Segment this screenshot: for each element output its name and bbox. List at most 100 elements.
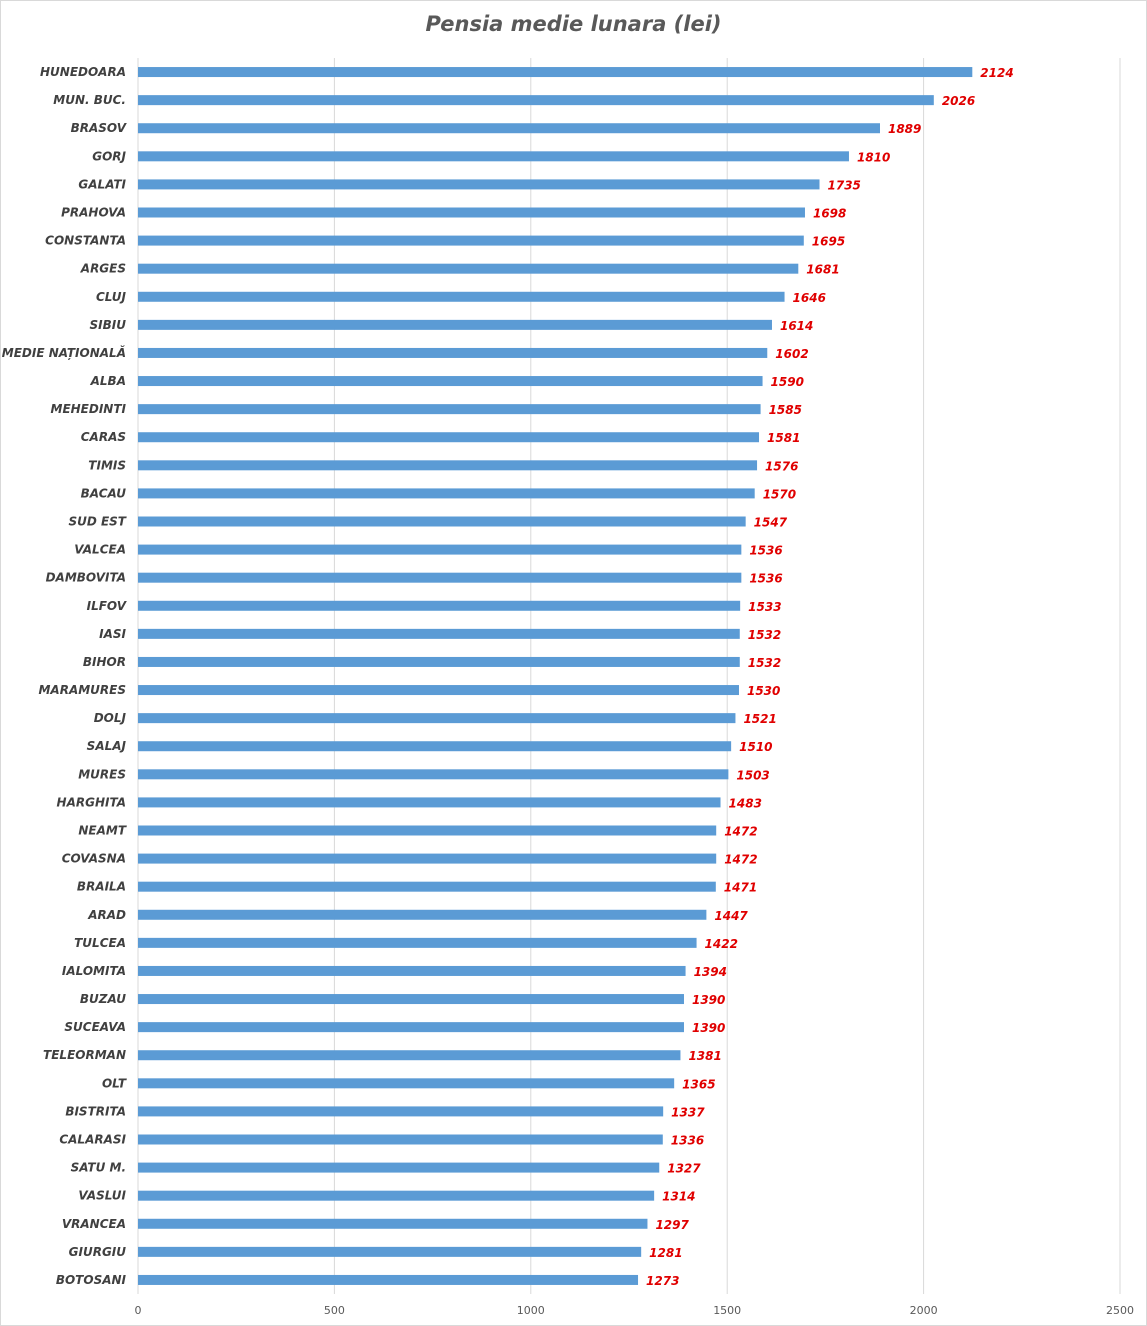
bar — [138, 909, 707, 920]
category-label: PRAHOVA — [61, 206, 126, 220]
bar — [138, 853, 717, 864]
category-label: BOTOSANI — [56, 1273, 127, 1287]
bar — [138, 319, 772, 330]
category-label: VASLUI — [78, 1189, 126, 1203]
data-label: 1585 — [769, 403, 802, 417]
bar — [138, 151, 849, 162]
category-label: CARAS — [81, 430, 126, 444]
data-label: 1365 — [682, 1077, 715, 1091]
data-label: 1698 — [813, 207, 846, 221]
bar — [138, 404, 761, 415]
category-label: TELEORMAN — [43, 1048, 126, 1062]
bar — [138, 432, 760, 443]
data-label: 1510 — [739, 740, 772, 754]
data-label: 1483 — [729, 796, 762, 810]
data-label: 1472 — [724, 825, 757, 839]
x-tick-label: 0 — [135, 1304, 142, 1317]
data-label: 1810 — [857, 150, 890, 164]
category-label: CLUJ — [96, 290, 127, 304]
category-label: SUCEAVA — [64, 1020, 126, 1034]
category-label: MEHEDINTI — [51, 402, 127, 416]
data-label: 1576 — [765, 459, 798, 473]
category-label: HUNEDOARA — [40, 65, 126, 79]
data-label: 1735 — [828, 178, 861, 192]
data-label: 1681 — [806, 263, 839, 277]
bar — [138, 1078, 675, 1089]
bar — [138, 1050, 681, 1061]
bar — [138, 123, 880, 134]
bar — [138, 881, 716, 892]
category-label: SALAJ — [87, 739, 127, 753]
data-label: 1447 — [714, 909, 748, 923]
data-label: 1471 — [724, 881, 757, 895]
bar — [138, 1246, 642, 1257]
data-label: 1521 — [743, 712, 776, 726]
category-label: VALCEA — [74, 543, 126, 557]
data-label: 1614 — [780, 319, 813, 333]
data-label: 1390 — [692, 1021, 725, 1035]
bar — [138, 600, 741, 611]
data-label: 1646 — [793, 291, 826, 305]
data-label: 1297 — [655, 1218, 689, 1232]
bar — [138, 1274, 639, 1285]
data-label: 1390 — [692, 993, 725, 1007]
bar — [138, 95, 934, 106]
bar — [138, 347, 768, 358]
category-label: ARAD — [87, 908, 126, 922]
bar — [138, 207, 805, 218]
data-label: 1581 — [767, 431, 800, 445]
category-label: TULCEA — [74, 936, 126, 950]
bar — [138, 1218, 648, 1229]
category-label: MARAMURES — [38, 683, 126, 697]
category-label: CALARASI — [59, 1133, 126, 1147]
data-label: 1337 — [671, 1105, 705, 1119]
data-label: 1422 — [705, 937, 738, 951]
category-label: BISTRITA — [65, 1104, 126, 1118]
bar — [138, 1106, 664, 1117]
category-label: SUD EST — [68, 515, 126, 529]
category-label: COVASNA — [62, 852, 126, 866]
category-label: VRANCEA — [62, 1217, 126, 1231]
category-label: ILFOV — [87, 599, 128, 613]
data-label: 2124 — [980, 66, 1013, 80]
category-label: TIMIS — [88, 458, 126, 472]
category-label: GIURGIU — [69, 1245, 127, 1259]
data-label: 1602 — [775, 347, 808, 361]
bar — [138, 937, 697, 948]
category-label: SIBIU — [90, 318, 127, 332]
x-tick-label: 2000 — [910, 1304, 938, 1317]
bar — [138, 1162, 660, 1173]
category-label: ALBA — [90, 374, 126, 388]
bar — [138, 488, 755, 499]
category-label: DAMBOVITA — [46, 571, 126, 585]
category-label: MEDIE NAȚIONALĂ — [2, 345, 126, 360]
category-label: IASI — [99, 627, 126, 641]
bar — [138, 67, 973, 78]
category-label: BUZAU — [80, 992, 126, 1006]
bar — [138, 291, 785, 302]
category-label: SATU M. — [71, 1161, 126, 1175]
category-label: DOLJ — [94, 711, 127, 725]
category-label: MURES — [78, 767, 126, 781]
category-label: BACAU — [81, 486, 127, 500]
bar — [138, 263, 799, 274]
bar — [138, 628, 740, 639]
category-label: GALATI — [78, 177, 126, 191]
category-label: BRAILA — [77, 880, 126, 894]
bar — [138, 713, 736, 724]
bar — [138, 572, 742, 583]
data-label: 1590 — [771, 375, 804, 389]
chart-title: Pensia medie lunara (lei) — [425, 12, 722, 36]
data-label: 1327 — [667, 1162, 701, 1176]
category-label: OLT — [102, 1076, 127, 1090]
bar — [138, 994, 684, 1005]
data-label: 1532 — [748, 656, 781, 670]
category-label: NEAMT — [78, 824, 126, 838]
bar — [138, 1022, 684, 1033]
data-label: 1394 — [694, 965, 727, 979]
category-label: IALOMITA — [62, 964, 126, 978]
bar — [138, 376, 763, 387]
data-label: 1547 — [754, 516, 788, 530]
data-label: 1695 — [812, 235, 845, 249]
